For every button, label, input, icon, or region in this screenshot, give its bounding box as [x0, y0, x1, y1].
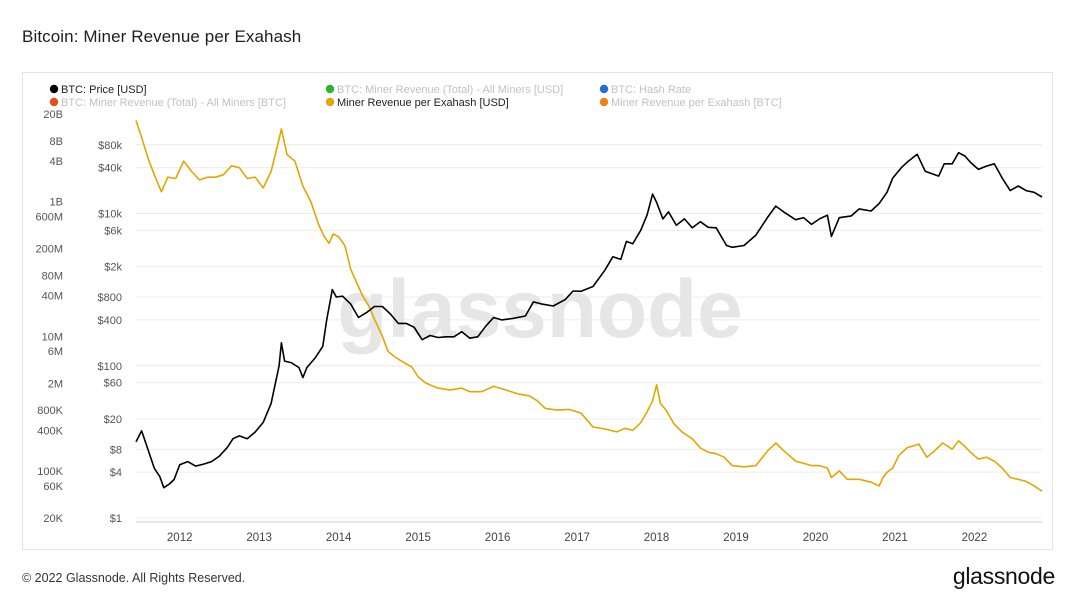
y-outer-tick-label: 8B: [50, 136, 63, 148]
x-tick-label: 2014: [326, 532, 352, 544]
page-title: Bitcoin: Miner Revenue per Exahash: [22, 27, 302, 46]
y-outer-tick-label: 6M: [48, 346, 63, 358]
watermark-text: glassnode: [337, 264, 743, 355]
y-outer-tick-label: 80M: [42, 270, 63, 282]
legend-label: BTC: Miner Revenue (Total) - All Miners …: [61, 97, 286, 109]
y-outer-tick-label: 10M: [42, 331, 63, 343]
y-price-tick-label: $80k: [98, 140, 122, 152]
y-outer-tick-label: 200M: [35, 244, 63, 256]
y-outer-tick-label: 2M: [48, 378, 63, 390]
x-tick-label: 2012: [167, 532, 193, 544]
legend-item: Miner Revenue per Exahash [USD]: [325, 97, 509, 109]
series-line-btc-price: [135, 151, 1043, 489]
legend-label: BTC: Miner Revenue (Total) - All Miners …: [337, 84, 563, 96]
y-outer-tick-label: 4B: [50, 156, 63, 168]
legend-label: Miner Revenue per Exahash [USD]: [337, 97, 509, 109]
legend-swatch: [599, 84, 609, 94]
legend-swatch: [325, 97, 335, 107]
legend-item: BTC: Hash Rate: [599, 84, 691, 96]
grid-lines: [136, 144, 1042, 519]
y-outer-tick-label: 1B: [50, 197, 63, 209]
y-outer-tick-label: 40M: [42, 291, 63, 303]
y-price-tick-label: $1: [110, 513, 122, 525]
y-outer-tick-label: 20B: [43, 109, 63, 121]
x-axis-labels: 2012 2013 2014 2015 2016 2017 2018 2019 2020 2021…: [167, 532, 987, 544]
legend-label: BTC: Price [USD]: [61, 84, 147, 96]
legend-swatch: [599, 97, 609, 107]
y-axis-price-labels: $1 $4 $8 $20 $60 $100 $400 $800 $2k $6k $10k $40k $8…: [98, 140, 123, 525]
chart-panel: [22, 72, 1053, 550]
x-tick-label: 2016: [485, 532, 511, 544]
y-outer-tick-label: 100K: [37, 466, 63, 478]
y-outer-tick-label: 20K: [43, 513, 63, 525]
series-layer: [135, 120, 1043, 492]
x-tick-label: 2018: [644, 532, 670, 544]
y-price-tick-label: $2k: [104, 262, 122, 274]
glassnode-logo: glassnode: [952, 563, 1055, 589]
y-price-tick-label: $20: [104, 414, 122, 426]
y-outer-tick-label: 60K: [43, 481, 63, 493]
y-outer-tick-label: 400K: [37, 425, 63, 437]
y-outer-tick-label: 600M: [35, 212, 63, 224]
y-price-tick-label: $800: [98, 292, 122, 304]
y-price-tick-label: $100: [98, 361, 122, 373]
legend: BTC: Price [USD] BTC: Miner Revenue (Tota…: [49, 84, 782, 109]
x-tick-label: 2020: [803, 532, 829, 544]
x-tick-label: 2017: [564, 532, 590, 544]
x-tick-label: 2013: [246, 532, 272, 544]
legend-swatch: [49, 84, 59, 94]
y-price-tick-label: $4: [110, 467, 122, 479]
y-price-tick-label: $60: [104, 378, 122, 390]
y-price-tick-label: $8: [110, 444, 122, 456]
y-price-tick-label: $400: [98, 315, 122, 327]
y-axis-outer-labels: 20K 60K 100K 400K 800K 2M 6M 10M 40M 80M 200M 600M 1…: [35, 109, 63, 525]
legend-item: BTC: Price [USD]: [49, 84, 147, 96]
y-price-tick-label: $40k: [98, 163, 122, 175]
legend-label: BTC: Hash Rate: [611, 84, 691, 96]
y-price-tick-label: $6k: [104, 225, 122, 237]
x-tick-label: 2015: [405, 532, 431, 544]
series-line-miner-revenue-per-exahash: [135, 120, 1043, 492]
legend-swatch: [49, 97, 59, 107]
legend-item: BTC: Miner Revenue (Total) - All Miners …: [49, 97, 286, 109]
y-price-tick-label: $10k: [98, 209, 122, 221]
legend-item: BTC: Miner Revenue (Total) - All Miners …: [325, 84, 563, 96]
legend-swatch: [325, 84, 335, 94]
x-tick-label: 2022: [962, 532, 988, 544]
x-tick-label: 2019: [723, 532, 749, 544]
copyright-text: © 2022 Glassnode. All Rights Reserved.: [22, 571, 246, 585]
legend-item: Miner Revenue per Exahash [BTC]: [599, 97, 782, 109]
x-tick-label: 2021: [882, 532, 908, 544]
legend-label: Miner Revenue per Exahash [BTC]: [611, 97, 782, 109]
y-outer-tick-label: 800K: [37, 405, 63, 417]
